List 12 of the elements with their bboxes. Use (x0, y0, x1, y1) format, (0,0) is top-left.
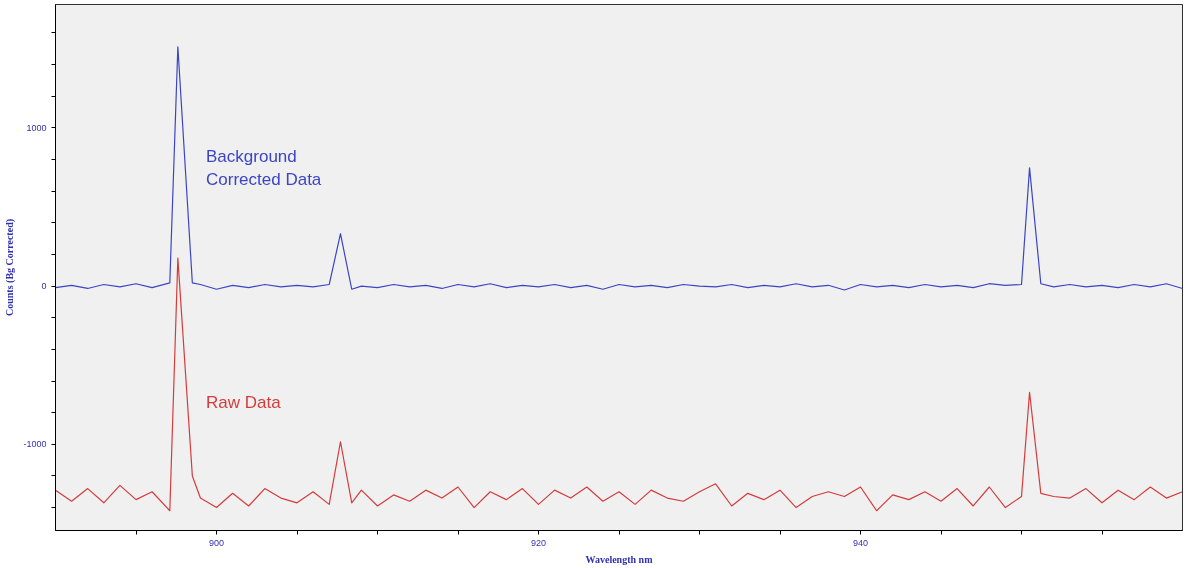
x-tick-label: 940 (852, 537, 869, 548)
x-tick-label: 920 (530, 537, 547, 548)
series-label: Background Corrected Data (206, 146, 322, 190)
y-tick-label: 0 (41, 281, 47, 292)
line-series (55, 257, 1183, 512)
x-axis-title: Wavelength nm (585, 553, 654, 565)
series-label: Raw Data (206, 393, 282, 413)
y-tick-label: 1000 (26, 122, 47, 133)
x-tick-label: 900 (208, 537, 225, 548)
y-tick-label: -1000 (23, 439, 47, 450)
y-axis-title: Counts (Bg Corrected) (4, 218, 17, 317)
line-series (55, 46, 1183, 291)
